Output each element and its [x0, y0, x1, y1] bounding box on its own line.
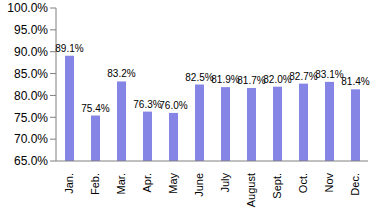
svg-text:Sept.: Sept. [271, 173, 283, 199]
svg-text:80.0%: 80.0% [14, 89, 48, 103]
svg-text:100.0%: 100.0% [8, 1, 48, 15]
svg-text:July: July [219, 173, 231, 193]
svg-text:83.2%: 83.2% [107, 68, 135, 79]
svg-text:Apr.: Apr. [141, 173, 153, 193]
svg-text:Dec.: Dec. [349, 173, 361, 196]
svg-text:82.5%: 82.5% [185, 72, 213, 83]
svg-text:90.0%: 90.0% [14, 45, 48, 59]
svg-text:89.1%: 89.1% [55, 43, 83, 54]
svg-text:81.9%: 81.9% [211, 74, 239, 85]
svg-text:75.4%: 75.4% [81, 103, 109, 114]
svg-text:81.4%: 81.4% [341, 76, 369, 87]
svg-text:85.0%: 85.0% [14, 67, 48, 81]
svg-text:June: June [193, 173, 205, 197]
svg-text:65.0%: 65.0% [14, 154, 48, 168]
svg-text:August: August [245, 173, 257, 207]
svg-text:81.7%: 81.7% [237, 75, 265, 86]
svg-text:76.3%: 76.3% [133, 99, 161, 110]
svg-text:May: May [167, 173, 179, 194]
svg-text:82.0%: 82.0% [263, 74, 291, 85]
svg-text:Nov: Nov [323, 173, 335, 193]
svg-text:76.0%: 76.0% [159, 100, 187, 111]
svg-text:82.7%: 82.7% [289, 71, 317, 82]
svg-text:75.0%: 75.0% [14, 111, 48, 125]
svg-text:Mar.: Mar. [115, 173, 127, 194]
svg-text:83.1%: 83.1% [315, 69, 343, 80]
svg-text:Jan.: Jan. [63, 173, 75, 194]
svg-text:Oct.: Oct. [297, 173, 309, 193]
svg-text:95.0%: 95.0% [14, 23, 48, 37]
svg-text:70.0%: 70.0% [14, 132, 48, 146]
svg-text:Feb.: Feb. [89, 173, 101, 195]
